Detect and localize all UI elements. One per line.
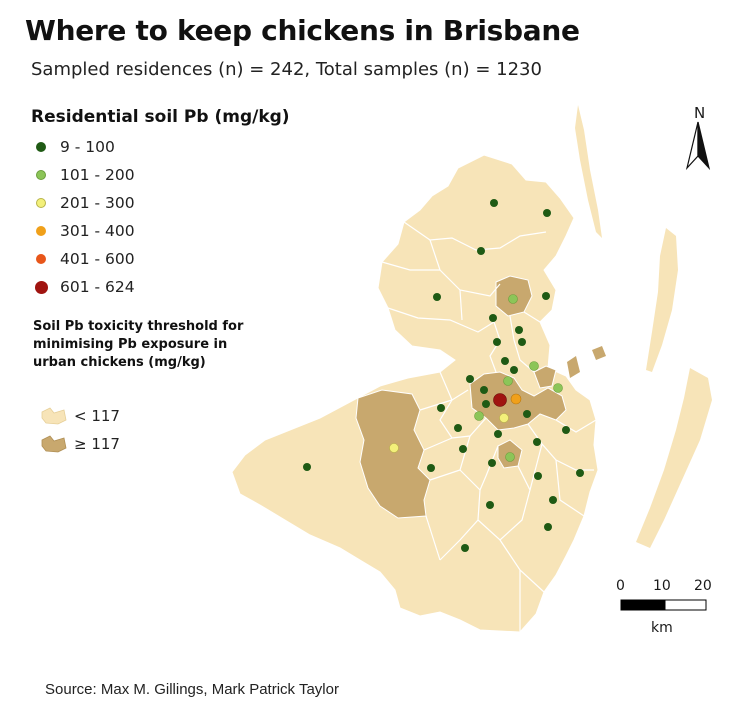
legend-item: 201 - 300: [36, 189, 135, 217]
sample-point: [474, 411, 484, 421]
sample-point: [543, 209, 551, 217]
soil-pb-legend: 9 - 100 101 - 200 201 - 300 301 - 400 40…: [35, 133, 135, 301]
map-title: Where to keep chickens in Brisbane: [25, 14, 580, 47]
mainland: [231, 154, 599, 633]
legend-dot-101-200: [36, 170, 46, 180]
legend-label: 601 - 624: [60, 278, 135, 296]
legend-title: Residential soil Pb (mg/kg): [31, 107, 290, 127]
scale-tick-0: 0: [616, 578, 625, 594]
sample-point: [529, 361, 539, 371]
sample-point: [493, 393, 507, 407]
legend-item: 401 - 600: [36, 245, 135, 273]
legend-item: 9 - 100: [36, 133, 135, 161]
threshold-label: < 117: [74, 407, 120, 425]
north-arrow-icon: [685, 121, 711, 171]
bribie-island: [575, 105, 602, 238]
sample-point: [562, 426, 570, 434]
high-pb-east: [533, 365, 557, 389]
legend-dot-201-300: [36, 198, 46, 208]
sample-point: [488, 459, 496, 467]
sample-point: [576, 469, 584, 477]
threshold-swatch-low: [41, 407, 67, 425]
high-pb-west: [355, 389, 431, 519]
sample-point: [461, 544, 469, 552]
sample-point: [523, 410, 531, 418]
sample-point: [482, 400, 490, 408]
sample-point: [494, 430, 502, 438]
stradbroke-island: [636, 368, 712, 548]
sample-point: [542, 292, 550, 300]
sample-point: [508, 294, 518, 304]
scale-tick-10: 10: [653, 578, 671, 594]
legend-item: 101 - 200: [36, 161, 135, 189]
threshold-item: < 117: [40, 402, 120, 430]
sample-point: [489, 314, 497, 322]
north-label: N: [694, 104, 706, 122]
sample-point: [433, 293, 441, 301]
sample-point: [510, 393, 522, 405]
sample-point: [490, 199, 498, 207]
sample-point: [454, 424, 462, 432]
sample-point: [503, 376, 513, 386]
threshold-legend: < 117 ≥ 117: [40, 402, 120, 458]
threshold-item: ≥ 117: [40, 430, 120, 458]
moreton-island: [646, 228, 678, 372]
threshold-label: ≥ 117: [74, 435, 120, 453]
legend-dot-601-624: [35, 280, 48, 294]
threshold-swatch-high: [41, 435, 67, 453]
sample-point: [505, 452, 515, 462]
scale-bar-graphic: [620, 599, 707, 611]
sample-point: [499, 413, 509, 423]
sample-point: [427, 464, 435, 472]
map-subtitle: Sampled residences (n) = 242, Total samp…: [31, 59, 542, 80]
threshold-title: Soil Pb toxicity threshold for minimisin…: [33, 319, 244, 370]
source-credit: Source: Max M. Gillings, Mark Patrick Ta…: [45, 681, 339, 698]
legend-label: 201 - 300: [60, 194, 135, 212]
sample-point: [493, 338, 501, 346]
legend-label: 401 - 600: [60, 250, 135, 268]
legend-label: 101 - 200: [60, 166, 135, 184]
legend-label: 9 - 100: [60, 138, 115, 156]
sample-point: [515, 326, 523, 334]
legend-dot-9-100: [36, 142, 46, 152]
sample-point: [534, 472, 542, 480]
legend-dot-301-400: [36, 226, 46, 236]
sample-point: [549, 496, 557, 504]
sample-point: [477, 247, 485, 255]
sample-point: [510, 366, 518, 374]
sample-point: [533, 438, 541, 446]
legend-item: 601 - 624: [35, 273, 135, 301]
scale-tick-20: 20: [694, 578, 712, 594]
legend-label: 301 - 400: [60, 222, 135, 240]
sample-point: [303, 463, 311, 471]
sample-point: [389, 443, 399, 453]
sample-point: [466, 375, 474, 383]
sample-point: [518, 338, 526, 346]
sample-point: [459, 445, 467, 453]
sample-point: [544, 523, 552, 531]
sample-point: [501, 357, 509, 365]
sample-point: [486, 501, 494, 509]
legend-item: 301 - 400: [36, 217, 135, 245]
sample-point: [553, 383, 563, 393]
legend-dot-401-600: [36, 254, 46, 264]
sample-points: [303, 199, 584, 552]
sample-point: [437, 404, 445, 412]
scale-unit: km: [651, 620, 673, 636]
sample-point: [480, 386, 488, 394]
